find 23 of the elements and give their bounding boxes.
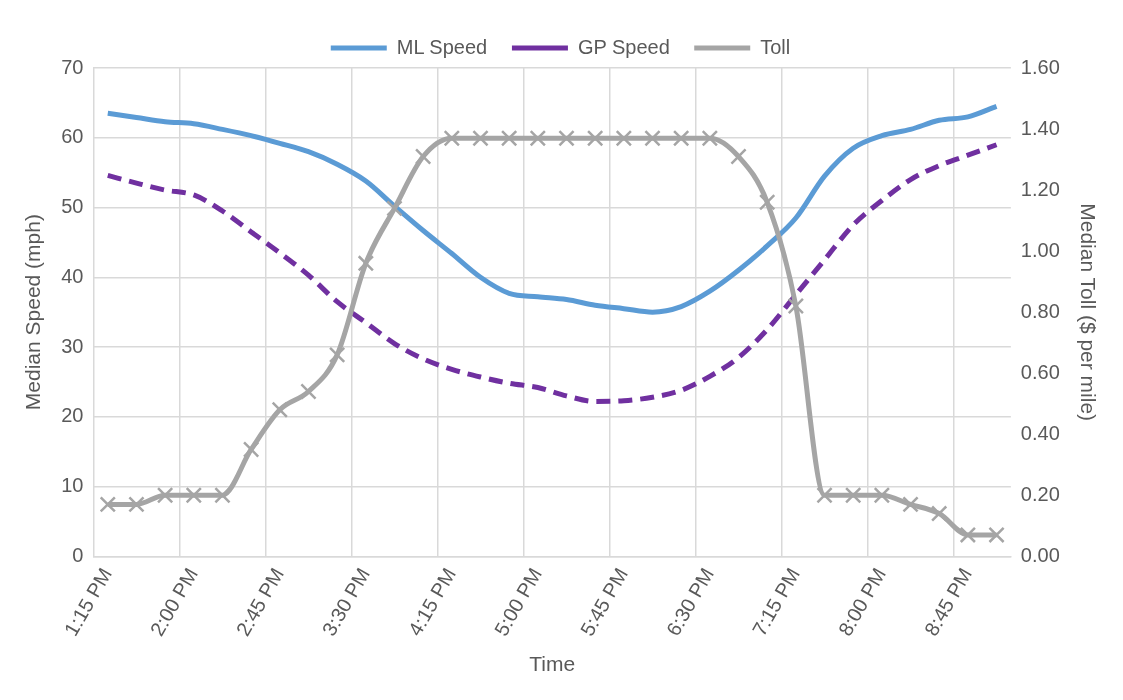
y-axis-title: Median Speed (mph) [21, 214, 45, 411]
y2-axis-title: Median Toll ($ per mile) [1076, 203, 1100, 422]
legend-label: ML Speed [396, 35, 488, 58]
legend-label: Toll [760, 35, 791, 58]
y-tick-label: 60 [61, 125, 84, 148]
y2-tick-label: 0.60 [1020, 360, 1060, 383]
y-tick-label: 70 [61, 55, 84, 78]
y2-tick-label: 1.00 [1020, 238, 1060, 261]
y2-tick-label: 0.40 [1020, 421, 1060, 444]
y-tick-label: 50 [61, 195, 84, 218]
y2-tick-label: 1.20 [1020, 177, 1060, 200]
y-tick-label: 10 [61, 474, 84, 497]
y2-tick-label: 0.80 [1020, 299, 1060, 322]
y-tick-label: 20 [61, 404, 84, 427]
y2-tick-label: 1.60 [1020, 55, 1060, 78]
y-tick-label: 30 [61, 334, 84, 357]
legend-label: GP Speed [577, 35, 670, 58]
y-tick-label: 0 [72, 543, 84, 566]
y2-tick-label: 0.20 [1020, 482, 1060, 505]
y2-tick-label: 1.40 [1020, 116, 1060, 139]
y2-tick-label: 0.00 [1020, 543, 1060, 566]
y-tick-label: 40 [61, 264, 84, 287]
x-axis-title: Time [529, 652, 576, 676]
